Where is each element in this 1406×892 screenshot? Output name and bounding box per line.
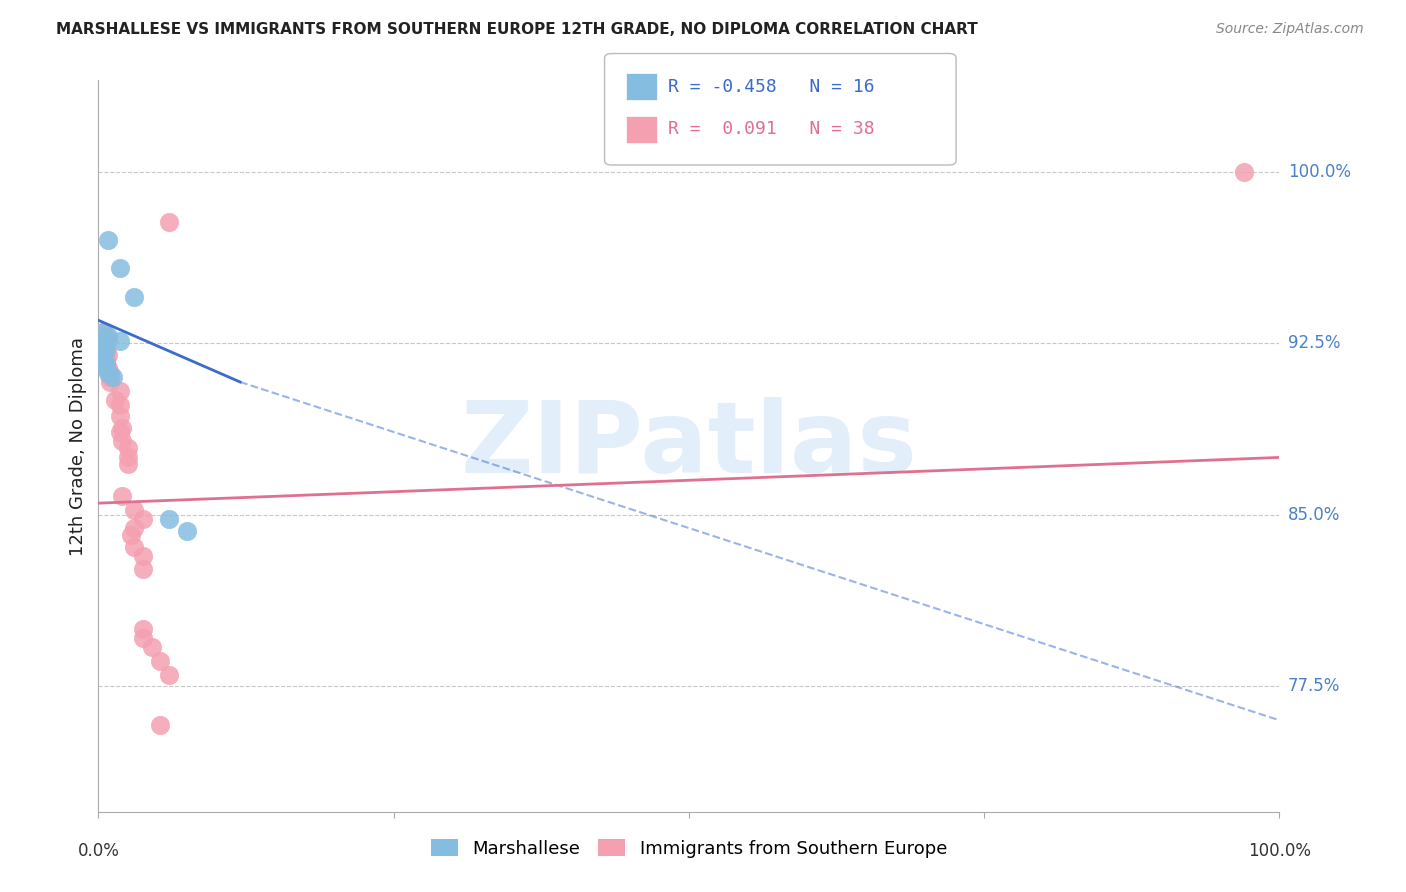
Point — [157, 512, 180, 526]
Point — [132, 631, 155, 645]
Point — [97, 366, 120, 380]
Point — [91, 325, 114, 339]
Point — [157, 667, 180, 681]
Point — [111, 434, 134, 449]
Point — [111, 420, 134, 434]
Point — [108, 334, 131, 348]
Point — [91, 338, 114, 352]
Point — [97, 361, 120, 376]
Point — [94, 357, 117, 371]
Point — [108, 409, 131, 424]
Point — [132, 622, 155, 636]
Text: 77.5%: 77.5% — [1288, 677, 1340, 695]
Text: 85.0%: 85.0% — [1288, 506, 1340, 524]
Text: R = -0.458   N = 16: R = -0.458 N = 16 — [668, 78, 875, 95]
Point — [121, 528, 143, 542]
Point — [1233, 164, 1256, 178]
Point — [132, 562, 155, 576]
Point — [117, 442, 139, 456]
Point — [94, 343, 117, 357]
Point — [97, 329, 120, 343]
Point — [91, 347, 114, 361]
Point — [157, 215, 180, 229]
Point — [91, 352, 114, 367]
Text: 0.0%: 0.0% — [77, 842, 120, 860]
Point — [122, 290, 145, 304]
Point — [101, 370, 124, 384]
Point — [94, 357, 117, 371]
Point — [108, 384, 131, 398]
Point — [97, 233, 120, 247]
Point — [141, 640, 163, 655]
Point — [108, 398, 131, 412]
Point — [176, 524, 198, 538]
Y-axis label: 12th Grade, No Diploma: 12th Grade, No Diploma — [69, 336, 87, 556]
Point — [111, 489, 134, 503]
Point — [98, 370, 121, 384]
Point — [149, 718, 172, 732]
Point — [108, 425, 131, 440]
Point — [98, 366, 121, 380]
Text: Source: ZipAtlas.com: Source: ZipAtlas.com — [1216, 22, 1364, 37]
Point — [122, 503, 145, 517]
Point — [97, 347, 120, 361]
Point — [98, 375, 121, 389]
Point — [132, 549, 155, 563]
Point — [97, 334, 120, 348]
Text: 100.0%: 100.0% — [1288, 162, 1351, 181]
Text: 92.5%: 92.5% — [1288, 334, 1340, 352]
Legend: Marshallese, Immigrants from Southern Europe: Marshallese, Immigrants from Southern Eu… — [423, 832, 955, 865]
Point — [94, 329, 117, 343]
Text: MARSHALLESE VS IMMIGRANTS FROM SOUTHERN EUROPE 12TH GRADE, NO DIPLOMA CORRELATIO: MARSHALLESE VS IMMIGRANTS FROM SOUTHERN … — [56, 22, 979, 37]
Point — [132, 512, 155, 526]
Point — [94, 361, 117, 376]
Point — [108, 260, 131, 275]
Point — [117, 458, 139, 472]
Text: 100.0%: 100.0% — [1249, 842, 1310, 860]
Text: R =  0.091   N = 38: R = 0.091 N = 38 — [668, 120, 875, 138]
Point — [117, 450, 139, 465]
Point — [122, 521, 145, 535]
Point — [149, 654, 172, 668]
Text: ZIPatlas: ZIPatlas — [461, 398, 917, 494]
Point — [94, 343, 117, 357]
Point — [91, 338, 114, 352]
Point — [122, 540, 145, 554]
Point — [104, 393, 127, 408]
Point — [91, 325, 114, 339]
Point — [94, 352, 117, 367]
